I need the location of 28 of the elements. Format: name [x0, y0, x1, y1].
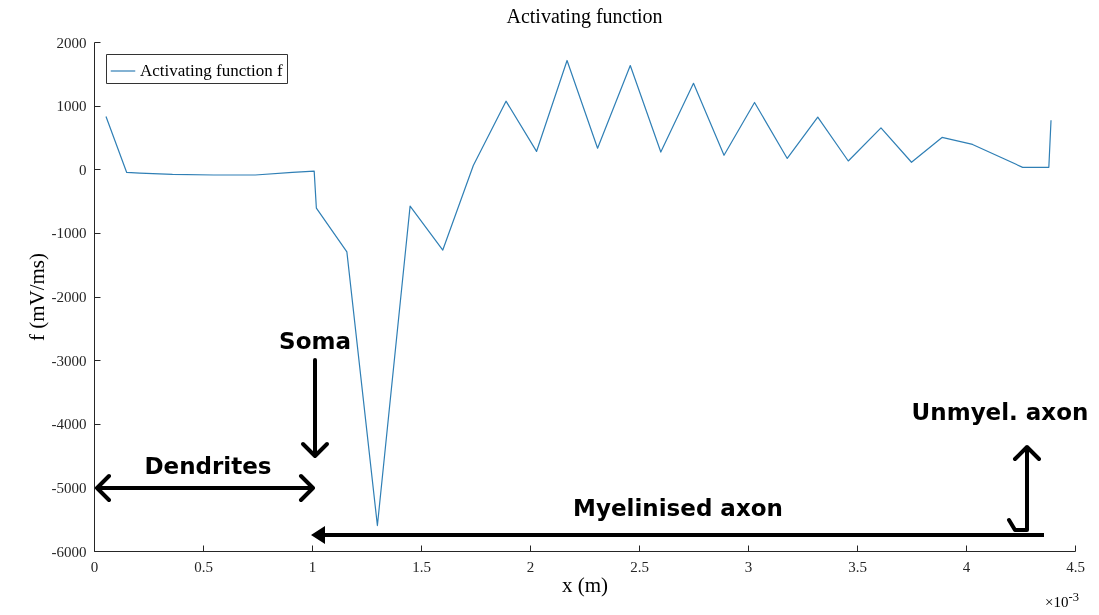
- x-tick-label: 1.5: [412, 558, 431, 575]
- x-tick-label: 1: [308, 558, 317, 575]
- text: ×10$^{-3}$: [1045, 589, 1079, 611]
- y-tick-label: -4000: [51, 416, 87, 433]
- annotation: Dendrites: [144, 453, 272, 479]
- annotation: Soma: [279, 328, 351, 354]
- x-tick-label: 0.5: [194, 558, 213, 575]
- x-tick-label: 0: [90, 558, 99, 575]
- x-tick-label: 4.5: [1066, 558, 1085, 575]
- x-tick-label: 2.5: [630, 558, 649, 575]
- y-tick-label: -1000: [51, 225, 87, 242]
- x-tick-label: 3: [744, 558, 753, 575]
- x-tick-label: 2: [526, 558, 535, 575]
- x-tick-label: 3.5: [848, 558, 867, 575]
- x-tick-label: 4: [962, 558, 971, 575]
- y-tick-label: 2000: [56, 34, 87, 51]
- y-tick-label: 1000: [56, 98, 87, 115]
- y-tick-label: -5000: [51, 479, 87, 496]
- annotation: Unmyel. axon: [911, 399, 1089, 425]
- legend-label: Activating function f: [140, 61, 283, 80]
- y-tick-label: -2000: [51, 289, 87, 305]
- chart-title: Activating function: [506, 5, 663, 28]
- y-tick-label: -3000: [51, 352, 87, 369]
- annotation: Myelinised axon: [573, 495, 783, 521]
- x-axis-title: x (m): [561, 572, 609, 597]
- y-tick-label: 0: [79, 161, 87, 178]
- y-axis-title: f (mV/ms): [24, 252, 49, 342]
- y-tick-label: -6000: [51, 543, 87, 560]
